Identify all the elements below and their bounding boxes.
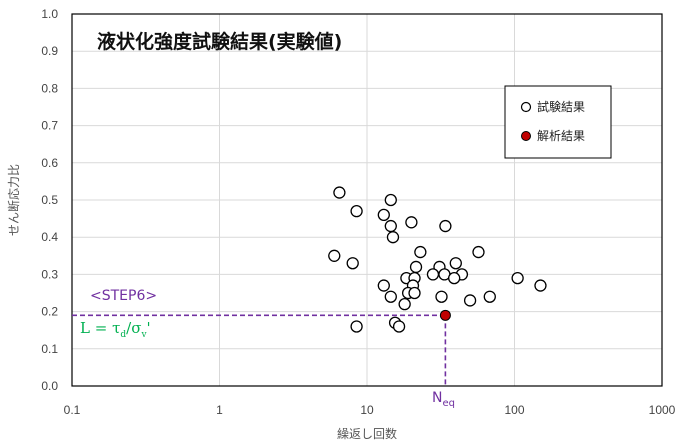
plot-area-frame: [71, 13, 663, 387]
legend-label-test-results: 試験結果: [537, 99, 585, 114]
x-tick-label: 1000: [649, 403, 676, 417]
neq-main: N: [432, 390, 442, 406]
y-tick-label: 1.0: [41, 7, 58, 21]
y-axis-ticks: 0.0 0.1 0.2 0.3 0.4 0.5 0.6 0.7 0.8 0.9 1.0: [41, 7, 58, 393]
test-result-point: [414, 245, 427, 259]
test-result-point: [511, 271, 524, 285]
y-tick-label: 0.7: [41, 119, 58, 133]
test-result-point: [350, 320, 363, 333]
y-tick-label: 0.1: [41, 342, 58, 356]
test-result-point: [439, 219, 452, 233]
chart-title: 液状化強度試験結果(実験値): [97, 30, 342, 53]
y-tick-label: 0.9: [41, 44, 58, 58]
x-tick-label: 10: [360, 403, 374, 417]
test-result-point: [377, 279, 390, 292]
legend-filled-circle-marker: [521, 131, 531, 141]
test-result-point: [350, 205, 363, 218]
test-result-point: [435, 290, 448, 303]
test-result-point: [346, 257, 359, 270]
legend-label-analysis-result: 解析結果: [537, 129, 585, 143]
y-tick-label: 0.2: [41, 305, 58, 319]
y-tick-label: 0.5: [41, 193, 58, 207]
x-tick-label: 100: [504, 403, 524, 417]
x-tick-label: 1: [216, 403, 223, 417]
test-result-point: [328, 249, 341, 262]
legend-box: [504, 85, 612, 159]
test-result-point: [426, 268, 440, 281]
test-result-point: [472, 245, 485, 259]
liquefaction-formula: L = τd/σv': [80, 319, 151, 340]
x-axis-ticks: 0.1 1 10 100 1000: [64, 403, 676, 417]
formula-subscript-v: v: [140, 330, 147, 340]
y-tick-label: 0.8: [41, 81, 58, 95]
legend: 試験結果 解析結果: [504, 85, 612, 159]
x-axis-title: 繰返し回数: [337, 426, 397, 441]
test-result-point: [384, 219, 397, 233]
test-result-point: [405, 216, 418, 229]
y-tick-label: 0.3: [41, 267, 58, 281]
test-result-point: [398, 298, 411, 311]
test-result-point: [384, 290, 397, 303]
formula-subscript-d: d: [120, 330, 126, 340]
y-tick-label: 0.4: [41, 230, 58, 244]
neq-subscript: eq: [442, 398, 455, 409]
data-points: [328, 186, 547, 333]
analysis-result-point: [439, 309, 451, 321]
formula-main: L = τ: [80, 319, 120, 337]
y-axis-title: せん断応力比: [6, 164, 21, 236]
x-tick-label: 0.1: [64, 403, 81, 417]
y-tick-label: 0.0: [41, 379, 58, 393]
neq-label: Neq: [432, 390, 455, 409]
guide-lines: [72, 314, 447, 386]
test-result-point: [463, 294, 477, 307]
legend-open-circle-marker: [520, 101, 532, 113]
y-tick-label: 0.6: [41, 156, 58, 170]
formula-prime: ': [147, 319, 151, 337]
step6-label: <STEP6>: [90, 288, 157, 304]
test-result-point: [384, 193, 397, 207]
test-result-point: [377, 208, 390, 222]
test-result-point: [333, 186, 346, 199]
test-result-point: [386, 231, 400, 244]
test-result-point: [409, 260, 423, 274]
test-result-point: [449, 257, 462, 270]
test-result-point: [448, 271, 461, 285]
test-result-point: [408, 286, 421, 300]
test-result-point: [483, 290, 496, 303]
test-result-point: [534, 279, 547, 292]
test-result-point: [392, 320, 406, 333]
formula-slash-sigma: /σ: [126, 319, 141, 337]
